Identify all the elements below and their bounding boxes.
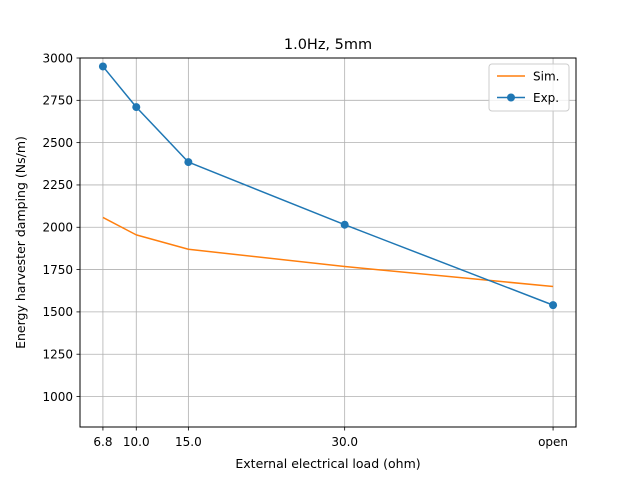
x-tick-label: 30.0 bbox=[331, 435, 358, 449]
legend-label: Sim. bbox=[533, 69, 559, 83]
y-tick-label: 1000 bbox=[42, 390, 73, 404]
x-tick-label: 6.8 bbox=[93, 435, 112, 449]
x-tick-label: 15.0 bbox=[175, 435, 202, 449]
y-tick-label: 2000 bbox=[42, 221, 73, 235]
x-tick-label: open bbox=[538, 435, 568, 449]
x-axis-label: External electrical load (ohm) bbox=[235, 456, 420, 471]
plot-frame bbox=[79, 57, 577, 428]
legend-label: Exp. bbox=[533, 91, 559, 105]
grid-lines bbox=[80, 57, 576, 427]
y-tick-label: 1750 bbox=[42, 263, 73, 277]
data-point-exp bbox=[184, 158, 193, 167]
legend-marker bbox=[507, 93, 515, 102]
y-tick-label: 2750 bbox=[42, 94, 73, 108]
data-point-exp bbox=[132, 103, 141, 112]
series-layer bbox=[98, 62, 558, 310]
chart-title: 1.0Hz, 5mm bbox=[284, 37, 372, 53]
y-axis-label: Energy harvester damping (Ns/m) bbox=[13, 136, 28, 349]
y-axis: 1000 1250 1500 1750 2000 2250 2500 2750 3000 bbox=[42, 51, 80, 404]
data-point-exp bbox=[98, 62, 107, 71]
x-tick-label: 10.0 bbox=[123, 435, 150, 449]
y-tick-label: 1250 bbox=[42, 348, 73, 362]
y-tick-label: 2500 bbox=[42, 136, 73, 150]
data-point-exp bbox=[340, 220, 349, 229]
y-tick-label: 1500 bbox=[42, 305, 73, 319]
data-point-exp bbox=[549, 301, 558, 310]
y-tick-label: 2250 bbox=[42, 178, 73, 192]
legend: Sim. Exp. bbox=[488, 63, 570, 112]
y-tick-label: 3000 bbox=[42, 51, 73, 65]
x-axis: 6.8 10.0 15.0 30.0 open bbox=[93, 427, 568, 449]
series-line-sim bbox=[102, 216, 554, 288]
